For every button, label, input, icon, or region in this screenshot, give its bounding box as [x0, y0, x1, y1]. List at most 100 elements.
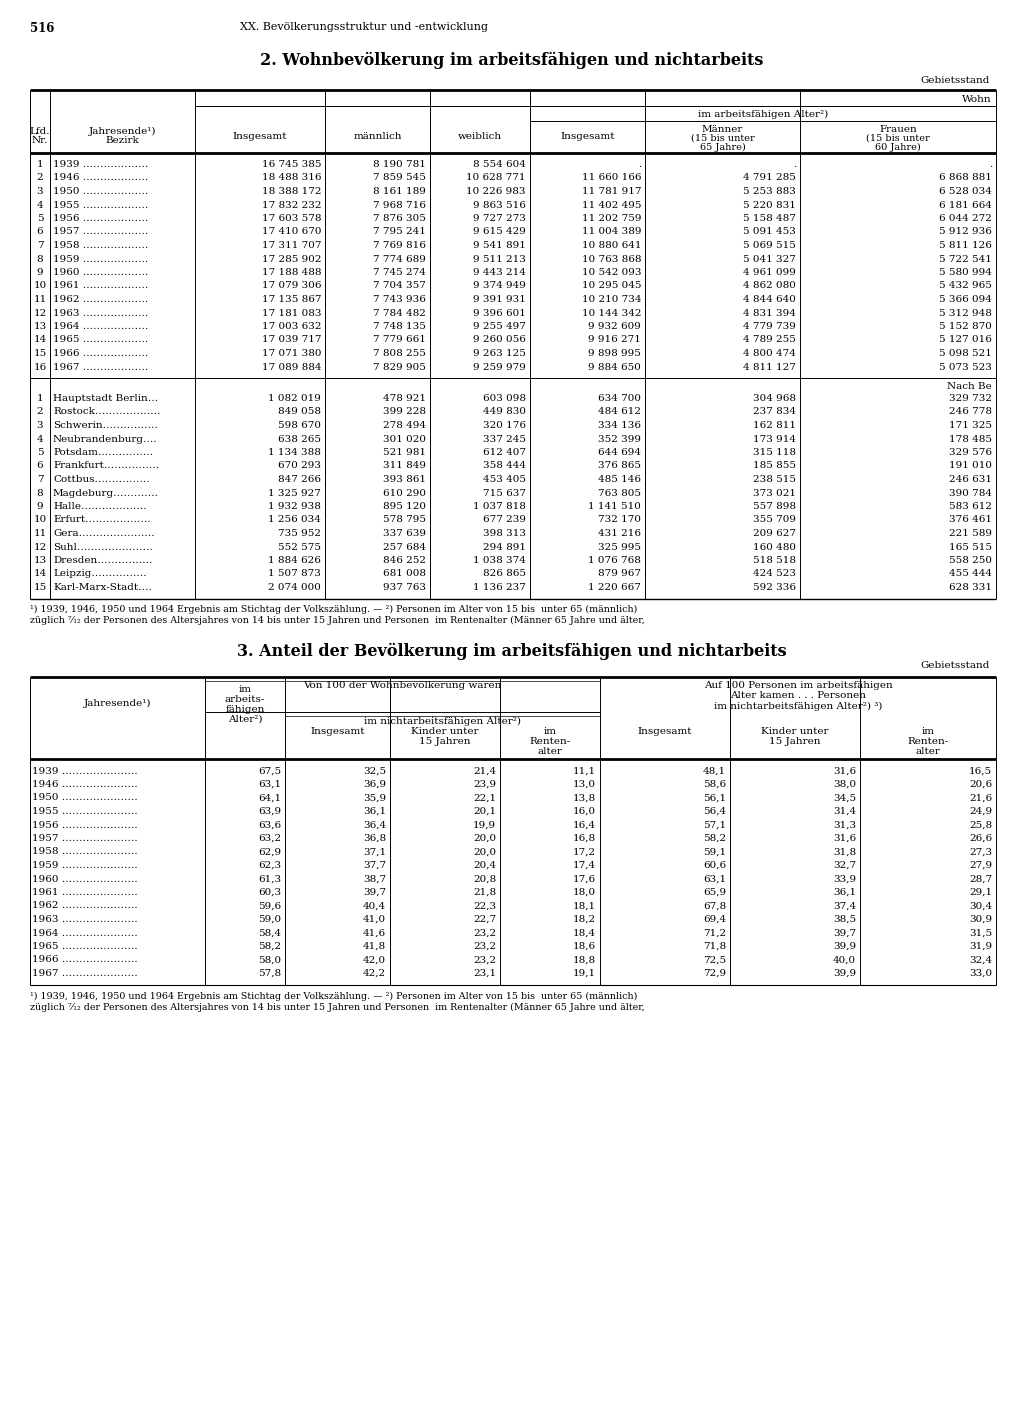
Text: 398 313: 398 313 — [483, 529, 526, 537]
Text: 15: 15 — [34, 582, 47, 592]
Text: 1 037 818: 1 037 818 — [473, 502, 526, 511]
Text: Männer: Männer — [701, 125, 743, 134]
Text: 6: 6 — [37, 461, 43, 470]
Text: 17 135 867: 17 135 867 — [261, 295, 321, 304]
Text: 10 763 868: 10 763 868 — [582, 255, 641, 263]
Text: 11 781 917: 11 781 917 — [582, 187, 641, 196]
Text: Gebietsstand: Gebietsstand — [921, 76, 990, 84]
Text: 638 265: 638 265 — [278, 435, 321, 443]
Text: 18 488 316: 18 488 316 — [261, 173, 321, 183]
Text: 7 745 274: 7 745 274 — [373, 267, 426, 277]
Text: 1960 ……………….: 1960 ………………. — [53, 267, 148, 277]
Text: 431 216: 431 216 — [598, 529, 641, 537]
Text: 1961 ……………….: 1961 ………………. — [53, 281, 148, 290]
Text: 56,1: 56,1 — [702, 794, 726, 802]
Text: 63,1: 63,1 — [702, 875, 726, 884]
Text: 23,2: 23,2 — [473, 929, 496, 937]
Text: 1966 ………………….: 1966 …………………. — [32, 955, 137, 965]
Text: 329 576: 329 576 — [949, 447, 992, 457]
Text: Bezirk: Bezirk — [105, 136, 139, 145]
Text: 1966 ……………….: 1966 ………………. — [53, 349, 148, 357]
Text: 4 844 640: 4 844 640 — [743, 295, 796, 304]
Text: 16,8: 16,8 — [572, 834, 596, 843]
Text: 304 968: 304 968 — [753, 394, 796, 402]
Text: 178 485: 178 485 — [949, 435, 992, 443]
Text: 38,7: 38,7 — [362, 875, 386, 884]
Text: 847 266: 847 266 — [278, 476, 321, 484]
Text: 4: 4 — [37, 435, 43, 443]
Text: Insgesamt: Insgesamt — [310, 726, 365, 736]
Text: 598 670: 598 670 — [278, 421, 321, 431]
Text: 20,0: 20,0 — [473, 847, 496, 857]
Text: 21,6: 21,6 — [969, 794, 992, 802]
Text: 3. Anteil der Bevölkerung im arbeitsfähigen und nichtarbeits: 3. Anteil der Bevölkerung im arbeitsfähi… — [238, 643, 786, 660]
Text: 15 Jahren: 15 Jahren — [769, 736, 821, 746]
Text: 634 700: 634 700 — [598, 394, 641, 402]
Text: 37,4: 37,4 — [833, 902, 856, 910]
Text: 21,4: 21,4 — [473, 767, 496, 775]
Text: Frauen: Frauen — [880, 125, 916, 134]
Text: 1963 ……………….: 1963 ………………. — [53, 308, 148, 318]
Text: 13,0: 13,0 — [572, 779, 596, 789]
Text: 10 210 734: 10 210 734 — [582, 295, 641, 304]
Text: 9 615 429: 9 615 429 — [473, 228, 526, 236]
Text: 1961 ………………….: 1961 …………………. — [32, 888, 137, 898]
Text: Jahresende¹): Jahresende¹) — [89, 127, 157, 136]
Text: 1 507 873: 1 507 873 — [268, 570, 321, 578]
Text: 7 859 545: 7 859 545 — [373, 173, 426, 183]
Text: 38,0: 38,0 — [833, 779, 856, 789]
Text: 5 912 936: 5 912 936 — [939, 228, 992, 236]
Text: 7 704 357: 7 704 357 — [373, 281, 426, 290]
Text: 4 862 080: 4 862 080 — [743, 281, 796, 290]
Text: 5 091 453: 5 091 453 — [743, 228, 796, 236]
Text: 1962 ……………….: 1962 ………………. — [53, 295, 148, 304]
Text: 4 779 739: 4 779 739 — [743, 322, 796, 331]
Text: fähigen: fähigen — [225, 705, 264, 713]
Text: Erfurt……………….: Erfurt………………. — [53, 515, 151, 525]
Text: 5: 5 — [37, 447, 43, 457]
Text: Nach Be: Nach Be — [947, 381, 992, 391]
Text: Potsdam…………….: Potsdam……………. — [53, 447, 153, 457]
Text: 1957 ………………….: 1957 …………………. — [32, 834, 137, 843]
Text: 937 763: 937 763 — [383, 582, 426, 592]
Text: 41,6: 41,6 — [362, 929, 386, 937]
Text: 2. Wohnbevölkerung im arbeitsfähigen und nichtarbeits: 2. Wohnbevölkerung im arbeitsfähigen und… — [260, 52, 764, 69]
Text: 16 745 385: 16 745 385 — [261, 160, 321, 169]
Text: 7 968 716: 7 968 716 — [373, 201, 426, 210]
Text: 22,7: 22,7 — [473, 915, 496, 924]
Text: 9: 9 — [37, 267, 43, 277]
Text: 58,0: 58,0 — [258, 955, 281, 965]
Text: 14: 14 — [34, 335, 47, 345]
Text: 521 981: 521 981 — [383, 447, 426, 457]
Text: 1967 ………………….: 1967 …………………. — [32, 969, 137, 978]
Text: 5 152 870: 5 152 870 — [939, 322, 992, 331]
Text: 33,0: 33,0 — [969, 969, 992, 978]
Text: Karl-Marx-Stadt….: Karl-Marx-Stadt…. — [53, 582, 152, 592]
Text: 8 554 604: 8 554 604 — [473, 160, 526, 169]
Text: 11 402 495: 11 402 495 — [582, 201, 641, 210]
Text: 67,8: 67,8 — [702, 902, 726, 910]
Text: 26,6: 26,6 — [969, 834, 992, 843]
Text: 1956 ………………….: 1956 …………………. — [32, 820, 137, 830]
Text: 17 311 707: 17 311 707 — [261, 241, 321, 250]
Text: .: . — [793, 160, 796, 169]
Text: Schwerin…………….: Schwerin……………. — [53, 421, 158, 431]
Text: 18,0: 18,0 — [572, 888, 596, 898]
Text: 6 181 664: 6 181 664 — [939, 201, 992, 210]
Text: 20,8: 20,8 — [473, 875, 496, 884]
Text: 15: 15 — [34, 349, 47, 357]
Text: 449 830: 449 830 — [483, 408, 526, 416]
Text: 17 079 306: 17 079 306 — [261, 281, 321, 290]
Text: 57,8: 57,8 — [258, 969, 281, 978]
Text: 17,4: 17,4 — [572, 861, 596, 870]
Text: 478 921: 478 921 — [383, 394, 426, 402]
Text: 72,5: 72,5 — [702, 955, 726, 965]
Text: 17 603 578: 17 603 578 — [261, 214, 321, 222]
Text: 552 575: 552 575 — [278, 543, 321, 552]
Text: 20,6: 20,6 — [969, 779, 992, 789]
Text: 5 220 831: 5 220 831 — [743, 201, 796, 210]
Text: Renten-: Renten- — [529, 736, 570, 746]
Text: 1956 ……………….: 1956 ………………. — [53, 214, 148, 222]
Text: Gera………………….: Gera…………………. — [53, 529, 155, 537]
Text: 9 884 650: 9 884 650 — [588, 363, 641, 371]
